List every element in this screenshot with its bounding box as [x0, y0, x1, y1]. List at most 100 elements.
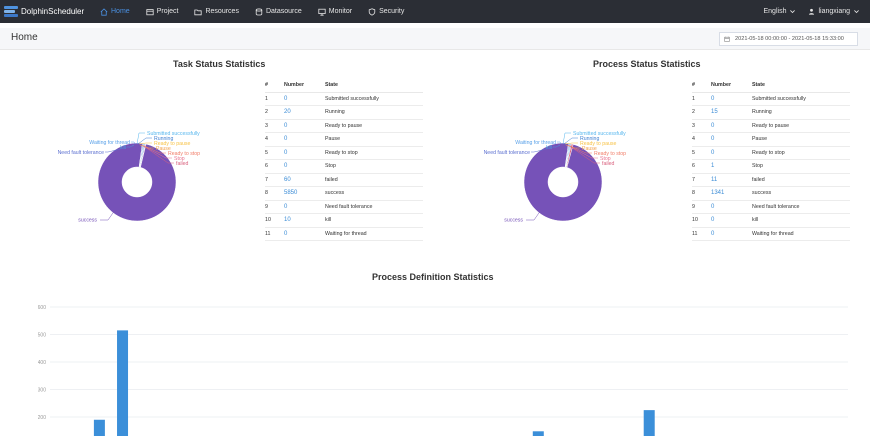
table-row: 8 5850 success	[265, 186, 423, 201]
table-row: 8 1341 success	[692, 186, 850, 201]
pie-leader-line	[144, 146, 174, 164]
row-number[interactable]: 60	[284, 173, 325, 187]
row-state: success	[325, 186, 423, 201]
page-header: Home 2021-05-18 00:00:00 - 2021-05-18 15…	[0, 28, 870, 50]
process-definition-title: Process Definition Statistics	[372, 272, 494, 282]
nav-datasource-label: Datasource	[265, 8, 302, 15]
row-state: Need fault tolerance	[752, 200, 850, 214]
row-state: Ready to stop	[325, 146, 423, 160]
bar[interactable]	[643, 410, 655, 436]
pie-slice-waiting-for-thread[interactable]	[565, 143, 572, 168]
row-number[interactable]: 0	[711, 92, 752, 106]
row-number[interactable]: 0	[284, 159, 325, 174]
pie-leader-line	[137, 137, 152, 145]
process-status-title: Process Status Statistics	[593, 59, 701, 69]
row-state: Ready to stop	[752, 146, 850, 160]
username: liangxiang	[818, 8, 850, 15]
row-state: kill	[752, 213, 850, 228]
row-number[interactable]: 0	[711, 200, 752, 214]
pie-slice-success[interactable]	[97, 142, 177, 222]
row-number[interactable]: 1341	[711, 186, 752, 201]
page-title: Home	[11, 32, 38, 43]
nav-security[interactable]: Security	[360, 0, 412, 23]
column-header-index: #	[265, 79, 284, 93]
pie-label: Ready to pause	[580, 141, 616, 147]
pie-label: Ready to stop	[168, 151, 200, 157]
language-dropdown[interactable]: English	[764, 8, 797, 15]
row-number[interactable]: 0	[284, 227, 325, 241]
row-number[interactable]: 0	[284, 119, 325, 133]
table-row: 11 0 Waiting for thread	[265, 227, 423, 241]
nav-home[interactable]: Home	[92, 0, 138, 23]
pie-label: Waiting for thread	[515, 140, 556, 146]
pie-label: Running	[580, 136, 599, 142]
row-state: Submitted successfully	[325, 92, 423, 106]
pie-leader-line	[557, 141, 562, 145]
row-number[interactable]: 0	[284, 132, 325, 147]
pie-label: Ready to pause	[154, 141, 190, 147]
row-number[interactable]: 20	[284, 105, 325, 120]
row-number[interactable]: 5850	[284, 186, 325, 201]
nav-resources-label: Resources	[205, 8, 239, 15]
pie-label: kill	[120, 145, 126, 151]
pie-label: Pause	[156, 146, 171, 152]
shield-icon	[368, 7, 376, 16]
bar[interactable]	[117, 330, 129, 436]
row-number[interactable]: 15	[711, 105, 752, 120]
table-row: 5 0 Ready to stop	[692, 146, 850, 160]
nav-security-label: Security	[379, 8, 405, 15]
process-status-table: # Number State 1 0 Submitted successfully 2…	[692, 79, 850, 241]
row-number[interactable]: 0	[284, 146, 325, 160]
bar[interactable]	[93, 419, 105, 436]
table-row: 10 0 kill	[692, 213, 850, 228]
row-number[interactable]: 0	[711, 132, 752, 147]
pie-slice-success[interactable]	[523, 142, 603, 222]
column-header-number: Number	[284, 79, 325, 93]
chevron-down-icon	[790, 10, 796, 14]
pie-leader-line	[531, 145, 560, 153]
row-number[interactable]: 10	[284, 213, 325, 228]
brand[interactable]: DolphinScheduler	[0, 0, 92, 23]
date-range-picker[interactable]: 2021-05-18 00:00:00 - 2021-05-18 15:33:0…	[719, 32, 858, 46]
row-index: 4	[692, 132, 711, 147]
language-label: English	[763, 8, 787, 15]
nav-home-label: Home	[111, 8, 130, 15]
pie-leader-line	[565, 144, 580, 149]
table-row: 6 0 Stop	[265, 159, 423, 174]
pie-leader-line	[138, 142, 152, 145]
row-number[interactable]: 1	[711, 159, 752, 174]
row-number[interactable]: 0	[711, 213, 752, 228]
table-row: 4 0 Pause	[265, 132, 423, 147]
folder-icon	[194, 9, 203, 15]
project-icon	[146, 8, 154, 15]
nav-monitor[interactable]: Monitor	[310, 0, 360, 23]
column-header-number: Number	[711, 79, 752, 93]
row-number[interactable]: 0	[711, 146, 752, 160]
nav-project-label: Project	[156, 8, 179, 15]
task-status-title: Task Status Statistics	[173, 59, 266, 69]
pie-slice-waiting-for-thread[interactable]	[139, 143, 146, 168]
row-state: kill	[325, 213, 423, 228]
row-number[interactable]: 0	[284, 92, 325, 106]
row-number[interactable]: 0	[711, 119, 752, 133]
row-state: Waiting for thread	[752, 227, 850, 241]
bar[interactable]	[532, 431, 544, 436]
nav-project[interactable]: Project	[138, 0, 187, 23]
process-definition-bar-chart: 600 500 400 300 200	[38, 305, 848, 436]
user-dropdown[interactable]: liangxiang	[808, 8, 860, 15]
row-number[interactable]: 11	[711, 173, 752, 187]
table-row: 1 0 Submitted successfully	[692, 92, 850, 106]
y-tick-label: 500	[38, 332, 46, 338]
pie-label: failed	[602, 161, 615, 167]
row-number[interactable]: 0	[711, 227, 752, 241]
row-index: 8	[265, 186, 284, 201]
row-state: Ready to pause	[325, 119, 423, 133]
process-status-table-body: 1 0 Submitted successfully 2 15 Running 3 0 Read…	[692, 92, 850, 241]
brand-name: DolphinScheduler	[21, 7, 85, 16]
nav-resources[interactable]: Resources	[186, 0, 246, 23]
pie-leader-line	[564, 142, 578, 145]
row-index: 11	[265, 227, 284, 241]
row-number[interactable]: 0	[284, 200, 325, 214]
top-navbar: DolphinScheduler Home Project Resources …	[0, 0, 870, 23]
nav-datasource[interactable]: Datasource	[247, 0, 310, 23]
